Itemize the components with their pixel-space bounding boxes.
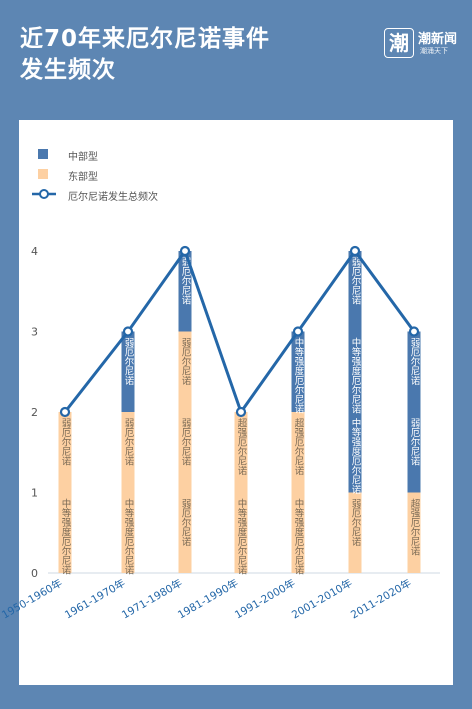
segment-label: 中等强度厄尔尼诺 [293, 498, 305, 576]
segment-label: 中等强度厄尔尼诺 [236, 498, 248, 576]
brand-name: 潮新闻 [418, 32, 458, 47]
bar-central [121, 331, 135, 412]
segment-label: 弱厄尔尼诺 [180, 499, 192, 547]
x-tick-label: 2011-2020年 [348, 576, 413, 621]
y-tick-label: 4 [31, 245, 38, 258]
segment-label: 弱厄尔尼诺 [180, 418, 192, 466]
x-tick-label: 1961-1970年 [62, 576, 127, 621]
total-point [408, 326, 420, 337]
y-tick-label: 3 [31, 326, 38, 339]
legend-swatch-central [38, 149, 48, 159]
legend-label-eastern: 东部型 [68, 172, 98, 183]
title-line-1: 近70年来厄尔尼诺事件 [20, 26, 271, 52]
legend-label-total: 厄尔尼诺发生总频次 [68, 192, 158, 203]
segment-label: 中等强度厄尔尼诺 [123, 498, 135, 576]
chart-panel [19, 120, 453, 685]
brand-logo: 潮 潮新闻 潮涌天下 [384, 28, 464, 60]
segment-label: 弱厄尔尼诺 [350, 257, 362, 305]
brand-slogan: 潮涌天下 [420, 47, 448, 55]
bar-eastern [178, 331, 192, 573]
segment-label: 弱厄尔尼诺 [60, 418, 72, 466]
y-tick-label: 2 [31, 406, 38, 419]
y-tick-label: 0 [31, 567, 38, 580]
segment-label: 中等强度厄尔尼诺 [293, 337, 305, 415]
segment-label: 弱厄尔尼诺 [123, 338, 135, 386]
page-title: 近70年来厄尔尼诺事件 发生频次 [20, 24, 320, 86]
legend-swatch-eastern [38, 169, 48, 179]
total-point [179, 245, 191, 257]
bar-central [348, 251, 362, 493]
segment-label: 弱厄尔尼诺 [350, 499, 362, 547]
total-point [235, 406, 247, 418]
x-tick-label: 2001-2010年 [289, 576, 354, 621]
segment-label: 弱厄尔尼诺 [409, 418, 421, 466]
brand-glyph-icon: 潮 [384, 28, 414, 58]
segment-label: 超强厄尔尼诺 [236, 417, 248, 476]
x-tick-label: 1950-1960年 [0, 576, 65, 621]
segment-label: 弱厄尔尼诺 [180, 257, 192, 305]
legend-line-marker [32, 189, 56, 199]
y-tick-label: 1 [31, 487, 38, 500]
bar-central [291, 331, 305, 412]
x-tick-label: 1981-1990年 [175, 576, 240, 621]
bar-eastern [407, 492, 421, 573]
segment-label: 中等强度厄尔尼诺 [350, 417, 362, 495]
x-tick-label: 1991-2000年 [232, 576, 297, 621]
bar-central [407, 331, 421, 493]
segment-label: 中等强度厄尔尼诺 [350, 337, 362, 415]
segment-label: 弱厄尔尼诺 [409, 338, 421, 386]
bar-eastern [121, 412, 135, 573]
segment-label: 弱厄尔尼诺 [180, 338, 192, 386]
total-point [349, 245, 361, 257]
bar-eastern [291, 412, 305, 573]
total-frequency-line [63, 249, 416, 414]
bar-eastern [234, 412, 248, 573]
bar-central [178, 251, 192, 332]
legend-label-central: 中部型 [68, 152, 98, 163]
total-point [59, 406, 71, 418]
segment-label: 超强厄尔尼诺 [293, 417, 305, 476]
segment-label: 超强厄尔尼诺 [409, 498, 421, 557]
total-point [122, 326, 134, 337]
total-point [292, 326, 304, 337]
segment-label: 中等强度厄尔尼诺 [60, 498, 72, 576]
bar-eastern [58, 412, 72, 573]
x-tick-label: 1971-1980年 [119, 576, 184, 621]
title-line-2: 发生频次 [20, 57, 116, 83]
bar-eastern [348, 492, 362, 573]
segment-label: 弱厄尔尼诺 [123, 418, 135, 466]
